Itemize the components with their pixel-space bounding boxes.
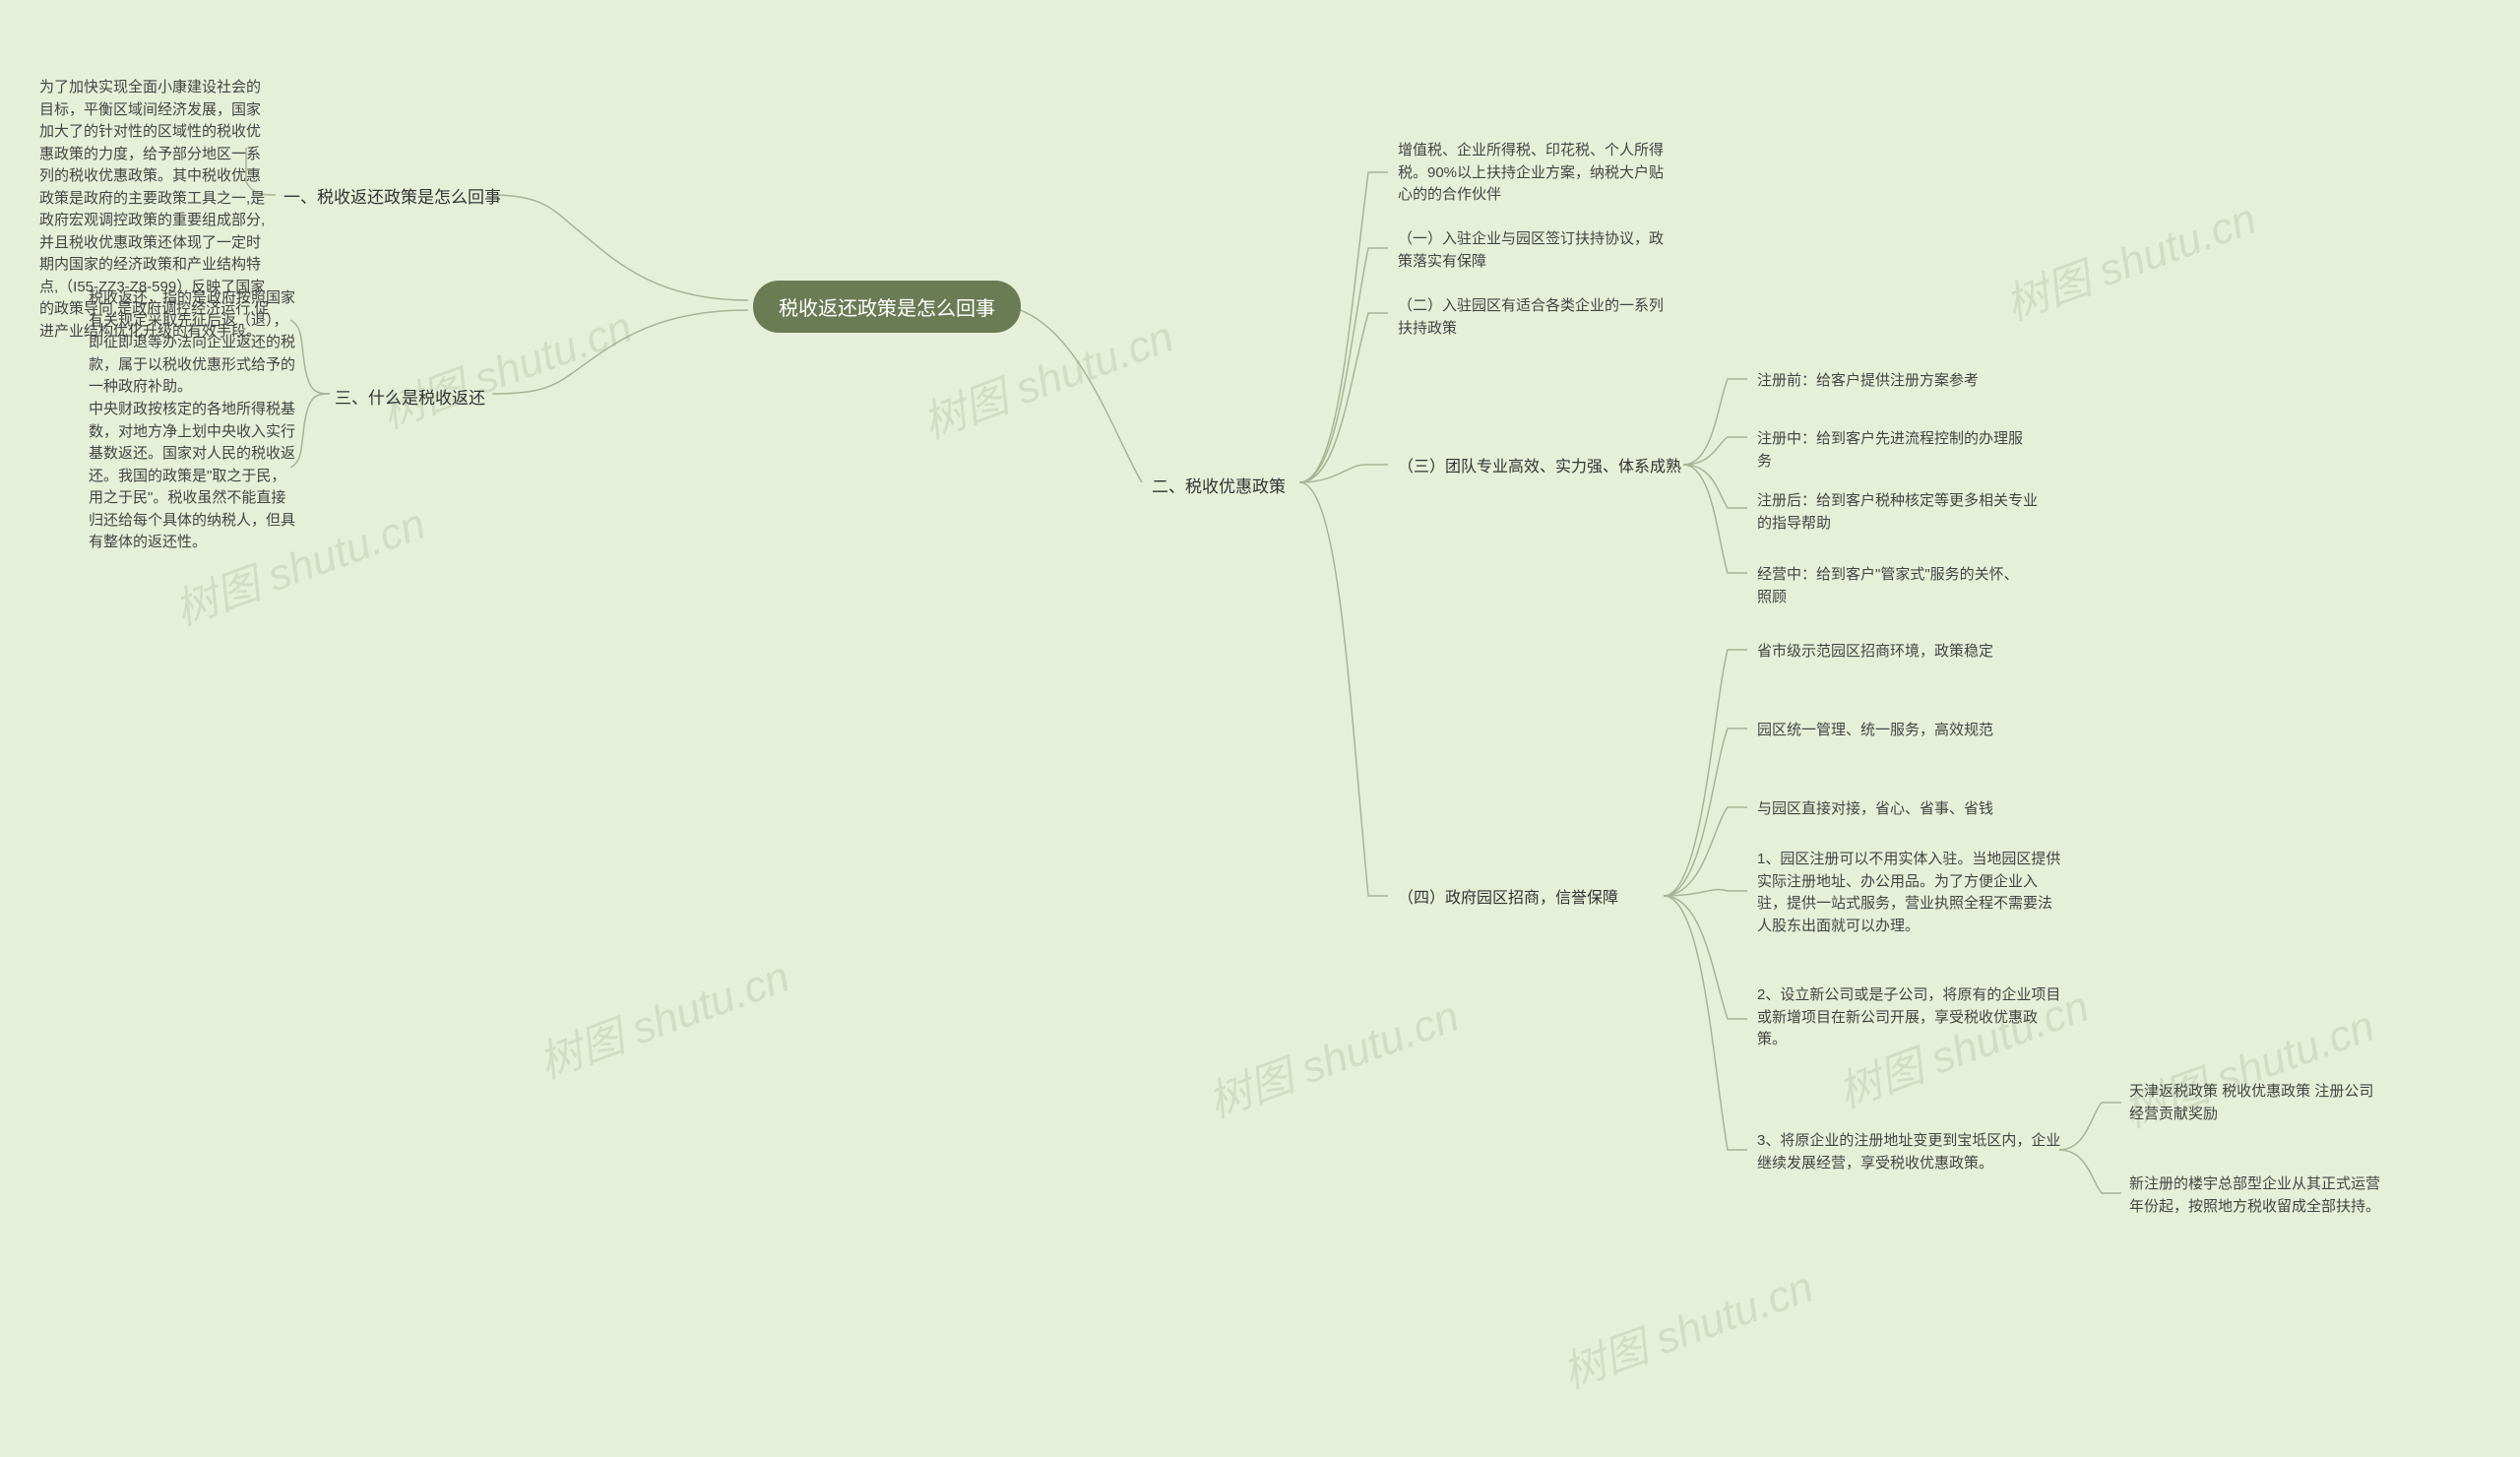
watermark: 树图 shutu.cn (371, 291, 639, 440)
connector-lines (0, 0, 2520, 1457)
watermark: 树图 shutu.cn (1198, 981, 1466, 1129)
branch-2-item-3-label: （三）团队专业高效、实力强、体系成熟 (1398, 456, 1681, 479)
item4-leaf-1: 省市级示范园区招商环境，政策稳定 (1757, 641, 1993, 664)
branch-2-item-2: （二）入驻园区有适合各类企业的一系列扶持政策 (1398, 295, 1673, 340)
branch-2-item-1: （一）入驻企业与园区签订扶持协议，政策落实有保障 (1398, 228, 1673, 273)
item4-leaf-4: 1、园区注册可以不用实体入驻。当地园区提供实际注册地址、办公用品。为了方便企业入… (1757, 849, 2062, 937)
branch-2-label: 二、税收优惠政策 (1152, 475, 1286, 500)
branch-1-label: 一、税收返还政策是怎么回事 (284, 185, 501, 211)
root-node: 税收返还政策是怎么回事 (753, 281, 1021, 333)
item4-leaf-6-sub2: 新注册的楼宇总部型企业从其正式运营年份起，按照地方税收留成全部扶持。 (2129, 1173, 2385, 1218)
item3-leaf-3: 注册后：给到客户税种核定等更多相关专业的指导帮助 (1757, 490, 2043, 535)
item3-leaf-1: 注册前：给客户提供注册方案参考 (1757, 370, 1979, 393)
item4-leaf-5: 2、设立新公司或是子公司，将原有的企业项目或新增项目在新公司开展，享受税收优惠政… (1757, 984, 2062, 1051)
item4-leaf-6-sub1: 天津返税政策 税收优惠政策 注册公司 经营贡献奖励 (2129, 1081, 2385, 1125)
branch-2-item-4-label: （四）政府园区招商，信誉保障 (1398, 887, 1618, 911)
item3-leaf-4: 经营中：给到客户"管家式"服务的关怀、照顾 (1757, 564, 2033, 608)
branch-3-label: 三、什么是税收返还 (335, 386, 485, 412)
branch-2-item-0: 增值税、企业所得税、印花税、个人所得税。90%以上扶持企业方案，纳税大户贴心的的… (1398, 140, 1673, 207)
watermark: 树图 shutu.cn (1995, 183, 2263, 332)
root-title: 税收返还政策是怎么回事 (779, 298, 995, 320)
item3-leaf-2: 注册中：给到客户先进流程控制的办理服务 (1757, 428, 2033, 473)
item4-leaf-2: 园区统一管理、统一服务，高效规范 (1757, 720, 1993, 742)
item4-leaf-3: 与园区直接对接，省心、省事、省钱 (1757, 798, 1993, 821)
branch-3-leaf-1: 税收返还，指的是政府按照国家有关规定采取先征后返（退），即征即退等办法向企业返还… (89, 287, 295, 399)
watermark: 树图 shutu.cn (529, 941, 796, 1090)
branch-3-leaf-2: 中央财政按核定的各地所得税基数，对地方净上划中央收入实行基数返还。国家对人民的税… (89, 399, 295, 554)
item4-leaf-6: 3、将原企业的注册地址变更到宝坻区内，企业继续发展经营，享受税收优惠政策。 (1757, 1130, 2062, 1174)
watermark: 树图 shutu.cn (1552, 1251, 1820, 1400)
